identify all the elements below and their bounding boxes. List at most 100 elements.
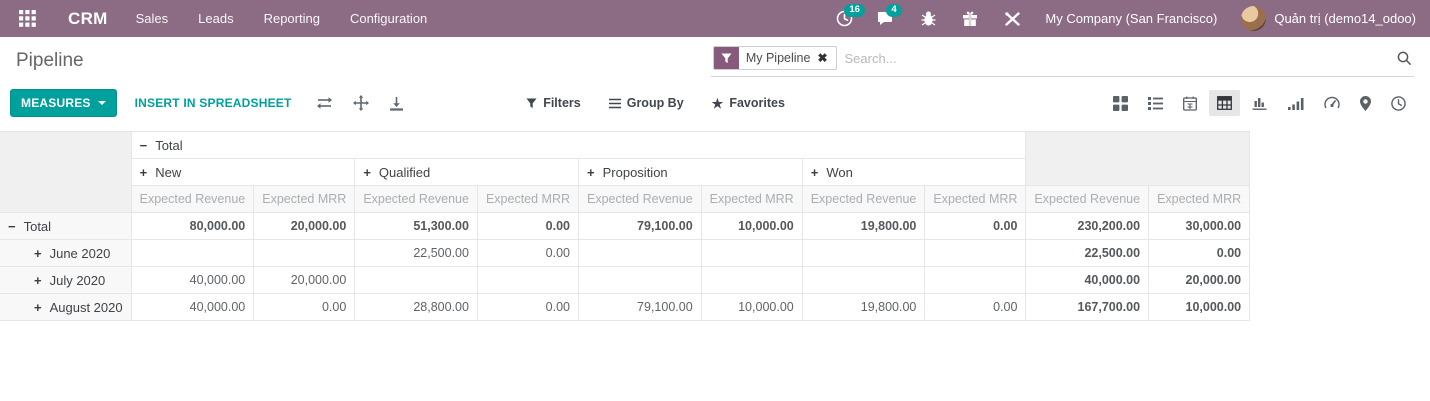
flip-axis-icon[interactable] <box>316 95 333 111</box>
pivot-measure-header[interactable]: Expected Revenue <box>354 185 478 213</box>
pivot-cell <box>924 239 1027 267</box>
pivot-cell: 28,800.00 <box>354 293 478 321</box>
pivot-measure-header[interactable]: Expected MRR <box>924 185 1027 213</box>
tools-icon[interactable] <box>1003 10 1021 28</box>
view-map-icon[interactable] <box>1352 90 1379 117</box>
collapse-icon[interactable]: − <box>8 218 16 234</box>
measures-button[interactable]: MEASURES <box>10 89 117 117</box>
filters-label: Filters <box>543 96 581 110</box>
pivot-measure-header[interactable]: Expected MRR <box>253 185 356 213</box>
pivot-measure-header[interactable]: Expected MRR <box>700 185 803 213</box>
pivot-row-june-2020: + June 2020 22,500.00 0.00 22,500.00 0.00 <box>0 239 1251 267</box>
facet-label: My Pipeline <box>745 51 811 65</box>
pivot-measure-header[interactable]: Expected Revenue <box>801 185 926 213</box>
messages-icon[interactable]: 4 <box>877 3 902 28</box>
pivot-row-total: − Total 80,000.00 20,000.00 51,300.00 0.00 79,… <box>0 212 1251 240</box>
collapse-icon[interactable]: − <box>139 137 148 153</box>
pivot-row-july-2020: + July 2020 40,000.00 20,000.00 40,000.00 20,… <box>0 266 1251 294</box>
row-label: August 2020 <box>49 299 123 315</box>
pivot-stage-header-qualified[interactable]: + Qualified <box>354 158 580 186</box>
pivot-cell: 19,800.00 <box>801 212 926 240</box>
pivot-cell: 0.00 <box>476 293 580 321</box>
pivot-cell: 20,000.00 <box>1148 266 1251 294</box>
expand-icon[interactable]: + <box>363 164 371 180</box>
stage-label: Proposition <box>602 164 668 180</box>
pivot-cell: 0.00 <box>924 212 1027 240</box>
pivot-row-header[interactable]: − Total <box>0 212 132 240</box>
pivot-stage-header-proposition[interactable]: + Proposition <box>578 158 803 186</box>
pivot-cell: 40,000.00 <box>130 293 255 321</box>
pivot-row-header[interactable]: + June 2020 <box>0 239 132 267</box>
view-list-icon[interactable] <box>1140 91 1171 116</box>
search-bar: My Pipeline ✖ <box>710 44 1414 77</box>
pivot-cell: 79,100.00 <box>578 293 702 321</box>
stage-label: Won <box>826 164 853 180</box>
col-root-label: Total <box>155 137 183 153</box>
pivot-col-total-header[interactable]: − Total <box>130 131 1027 159</box>
pivot-stage-header-new[interactable]: + New <box>131 158 356 186</box>
expand-all-icon[interactable] <box>352 95 369 111</box>
stage-label: Qualified <box>378 164 431 180</box>
main-menus: Sales Leads Reporting Configuration <box>136 11 428 26</box>
view-activity-icon[interactable] <box>1383 90 1414 117</box>
pivot-cell <box>801 266 926 294</box>
view-graph-icon[interactable] <box>1244 90 1276 116</box>
expand-icon[interactable]: + <box>34 272 42 288</box>
pivot-cell: 20,000.00 <box>253 212 356 240</box>
pivot-cell: 0.00 <box>476 239 580 267</box>
row-label: July 2020 <box>49 272 106 288</box>
pivot-cell: 51,300.00 <box>354 212 478 240</box>
page-title: Pipeline <box>16 49 84 71</box>
pivot-measure-header[interactable]: Expected Revenue <box>131 185 255 213</box>
expand-icon[interactable]: + <box>139 164 148 180</box>
pivot-row-header[interactable]: + July 2020 <box>0 266 132 294</box>
pivot-cell: 10,000.00 <box>700 293 803 321</box>
activities-icon[interactable]: 16 <box>835 3 865 28</box>
view-pivot-icon[interactable] <box>1209 90 1240 116</box>
search-input[interactable] <box>836 50 1397 66</box>
download-icon[interactable] <box>389 95 404 111</box>
user-name: Quản trị (demo14_odoo) <box>1274 11 1416 26</box>
expand-icon[interactable]: + <box>34 245 42 261</box>
view-calendar-icon[interactable] <box>1175 90 1205 117</box>
group-by-button[interactable]: Group By <box>608 96 684 110</box>
menu-reporting[interactable]: Reporting <box>263 11 320 26</box>
pivot-cell: 0.00 <box>476 212 580 240</box>
company-switcher[interactable]: My Company (San Francisco) <box>1045 11 1218 26</box>
pivot-cell: 22,500.00 <box>1025 239 1150 267</box>
expand-icon[interactable]: + <box>810 164 819 180</box>
menu-leads[interactable]: Leads <box>198 11 234 26</box>
pivot-measure-header[interactable]: Expected Revenue <box>578 185 702 213</box>
row-label: Total <box>23 218 52 234</box>
pivot-stage-header-won[interactable]: + Won <box>801 158 1027 186</box>
expand-icon[interactable]: + <box>34 299 42 315</box>
pivot-total-block <box>1025 131 1251 186</box>
gift-icon[interactable] <box>961 10 979 28</box>
view-dashboard-icon[interactable] <box>1316 90 1348 116</box>
user-avatar[interactable] <box>1241 6 1267 31</box>
pivot-cell: 10,000.00 <box>1148 293 1251 321</box>
pivot-cell: 0.00 <box>1148 239 1251 267</box>
pivot-measure-header[interactable]: Expected MRR <box>1148 185 1251 213</box>
view-cohort-icon[interactable] <box>1280 91 1312 116</box>
favorites-button[interactable]: ★ Favorites <box>712 96 785 110</box>
view-switcher <box>1105 90 1414 117</box>
pivot-measure-header[interactable]: Expected MRR <box>476 185 580 213</box>
caret-down-icon <box>97 101 106 105</box>
search-icon[interactable] <box>1397 51 1412 66</box>
menu-sales[interactable]: Sales <box>135 11 169 26</box>
menu-configuration[interactable]: Configuration <box>349 11 428 26</box>
expand-icon[interactable]: + <box>587 164 595 180</box>
facet-remove-icon[interactable]: ✖ <box>817 51 828 65</box>
pivot-measure-header[interactable]: Expected Revenue <box>1025 185 1150 213</box>
view-kanban-icon[interactable] <box>1105 90 1136 117</box>
filters-button[interactable]: Filters <box>526 96 581 110</box>
pivot-cell: 40,000.00 <box>1025 266 1150 294</box>
user-menu[interactable]: Quản trị (demo14_odoo) <box>1241 6 1416 31</box>
insert-in-spreadsheet-button[interactable]: INSERT IN SPREADSHEET <box>134 96 292 110</box>
app-title[interactable]: CRM <box>68 8 108 28</box>
apps-menu-icon[interactable] <box>16 8 38 30</box>
pivot-row-header[interactable]: + August 2020 <box>0 293 132 321</box>
bug-icon[interactable] <box>919 10 937 28</box>
pivot-cell: 80,000.00 <box>130 212 255 240</box>
